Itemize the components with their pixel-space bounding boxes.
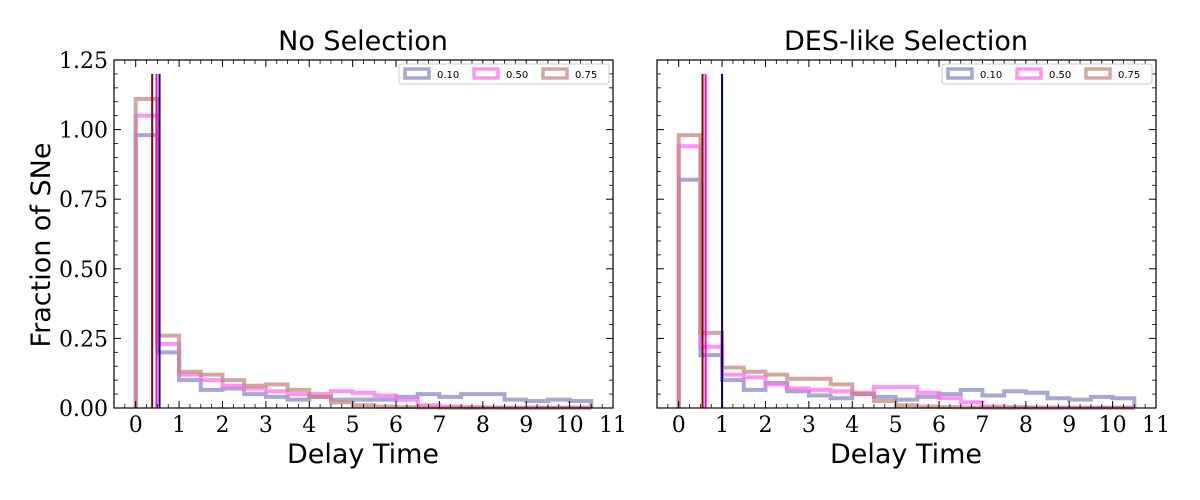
panel-des-like-selection: DES-like Selection Delay Time 0 1 2 3 4 5 6 7 8 9… (656, 26, 1170, 470)
x-tick-label: 0 (672, 413, 686, 438)
x-tick-label: 10 (556, 413, 584, 438)
histogram-series-0-75 (133, 96, 594, 410)
x-tick-label: 7 (432, 413, 446, 438)
x-tick-label: 4 (845, 413, 859, 438)
y-tick-label: 1.25 (59, 49, 108, 74)
chart-title: DES-like Selection (784, 26, 1028, 57)
legend-swatch (946, 67, 974, 80)
legend-label: 0.75 (575, 70, 597, 81)
x-tick-label: 8 (476, 413, 490, 438)
y-tick-label: 0.50 (59, 258, 108, 283)
y-tick-label: 0.75 (59, 188, 108, 213)
legend-label: 0.10 (980, 70, 1002, 81)
histogram-series-0-10 (133, 133, 594, 408)
x-tick-label: 3 (802, 413, 816, 438)
y-tick-label: 0.00 (59, 397, 108, 422)
legend-label: 0.50 (1049, 70, 1071, 81)
x-tick-label: 4 (302, 413, 316, 438)
x-axis-label: Delay Time (830, 439, 982, 470)
panel-no-selection: No Selection Delay Time Fraction of SNe … (26, 26, 627, 470)
x-axis-label: Delay Time (287, 439, 439, 470)
x-tick-label: 2 (215, 413, 229, 438)
y-axis-label: Fraction of SNe (26, 143, 57, 348)
legend: 0.10 0.50 0.75 (941, 63, 1153, 85)
x-tick-label: 3 (259, 413, 273, 438)
histogram-series-0-50 (676, 144, 1137, 410)
x-tick-label: 5 (889, 413, 903, 438)
y-tick-label: 1.00 (59, 119, 108, 144)
plot-frame (656, 59, 1157, 409)
x-tick-label: 2 (758, 413, 772, 438)
x-tick-label: 7 (975, 413, 989, 438)
x-tick-label: 10 (1099, 413, 1127, 438)
x-tick-label: 5 (346, 413, 360, 438)
legend-swatch (541, 67, 569, 80)
legend-swatch (472, 67, 500, 80)
x-tick-label: 1 (715, 413, 729, 438)
histogram-series-0-50 (133, 113, 594, 410)
legend-swatch (1084, 67, 1112, 80)
x-tick-label: 11 (599, 413, 627, 438)
legend-swatch (403, 67, 431, 80)
x-tick-label: 0 (129, 413, 143, 438)
legend-label: 0.50 (506, 70, 528, 81)
legend-swatch (1015, 67, 1043, 80)
x-tick-label: 11 (1142, 413, 1170, 438)
y-tick-label: 0.25 (59, 327, 108, 352)
plot-frame (113, 59, 614, 409)
x-tick-label: 1 (172, 413, 186, 438)
x-tick-label: 9 (519, 413, 533, 438)
histogram-series-0-75 (676, 133, 1137, 410)
chart-title: No Selection (278, 26, 448, 57)
x-tick-label: 6 (389, 413, 403, 438)
x-tick-label: 8 (1019, 413, 1033, 438)
legend: 0.10 0.50 0.75 (398, 63, 610, 85)
x-tick-label: 6 (932, 413, 946, 438)
legend-label: 0.75 (1118, 70, 1140, 81)
legend-label: 0.10 (437, 70, 459, 81)
histogram-series-0-10 (676, 177, 1137, 408)
x-tick-label: 9 (1062, 413, 1076, 438)
